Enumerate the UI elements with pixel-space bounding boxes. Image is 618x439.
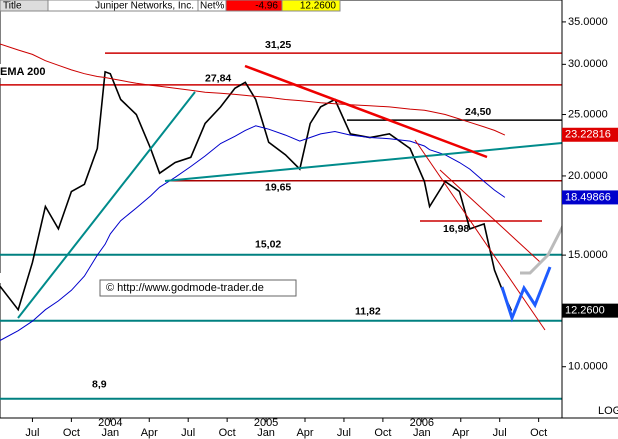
y-tick-label: 25.0000 (568, 108, 608, 120)
forecast (500, 266, 552, 323)
header-tab[interactable]: Title (3, 1, 22, 12)
scale-label: LOG (598, 405, 618, 417)
price-line (0, 70, 513, 312)
x-tick-label: Oct (374, 427, 391, 439)
x-tick-label: Jan (413, 427, 431, 439)
x-tick-label: Jul (493, 427, 507, 439)
x-tick-label: Oct (63, 427, 80, 439)
header-net-label: Net% (200, 1, 225, 12)
ema-label: EMA 200 (0, 66, 45, 78)
y-tick-label: 30.0000 (568, 58, 608, 70)
x-tick-label: Apr (452, 427, 469, 439)
x-tick-label: Apr (296, 427, 313, 439)
level-label: 8,9 (92, 379, 107, 391)
level-label: 24,50 (465, 106, 491, 118)
axis-area (562, 0, 618, 418)
header-title: Juniper Networks, Inc. (95, 1, 194, 12)
y-tick-label: 20.0000 (568, 170, 608, 182)
price-box (562, 190, 618, 205)
watermark-box (99, 279, 297, 297)
level-label: 11,82 (355, 305, 381, 317)
x-tick-label: Oct (530, 427, 547, 439)
price-box (562, 127, 618, 142)
level-label: 27,84 (205, 73, 231, 85)
trendline (439, 169, 541, 263)
level-label: 16,98 (443, 223, 469, 235)
header: Title Juniper Networks, Inc. Net% -4.96 … (0, 0, 341, 12)
ema-label-bg (0, 64, 44, 78)
price-label: 23.22816 (565, 129, 611, 141)
x-tick-label: Jan (101, 427, 119, 439)
price-label: 12.2600 (565, 305, 605, 317)
trendline (17, 91, 196, 319)
x-tick-label: Jul (337, 427, 351, 439)
header-net: -4.96 (255, 1, 278, 12)
x-tick-label: Jul (181, 427, 195, 439)
y-tick-label: 10.0000 (568, 361, 608, 373)
year-label: 2004 (98, 417, 122, 429)
ema-line (0, 125, 506, 341)
trendline (414, 139, 546, 331)
x-tick-label: Apr (141, 427, 158, 439)
ema-line (0, 43, 506, 136)
trendline (244, 64, 488, 159)
level-label: 19,65 (265, 182, 291, 194)
watermark: © http://www.godmode-trader.de (106, 282, 264, 294)
level-label: 15,02 (255, 239, 281, 251)
x-tick-label: Jan (257, 427, 275, 439)
x-tick-label: Oct (219, 427, 236, 439)
trendline (164, 142, 563, 182)
year-label: 2005 (254, 417, 278, 429)
year-label: 2006 (410, 417, 434, 429)
y-tick-label: 15.0000 (568, 249, 608, 261)
level-label: 31,25 (265, 39, 291, 51)
price-label: 18.49866 (565, 191, 611, 203)
x-tick-label: Jul (25, 427, 39, 439)
plot-area (0, 0, 563, 419)
y-tick-label: 35.0000 (568, 16, 608, 28)
price-box (562, 303, 618, 318)
header-last: 12.2600 (300, 1, 337, 12)
pad (0, 273, 7, 283)
